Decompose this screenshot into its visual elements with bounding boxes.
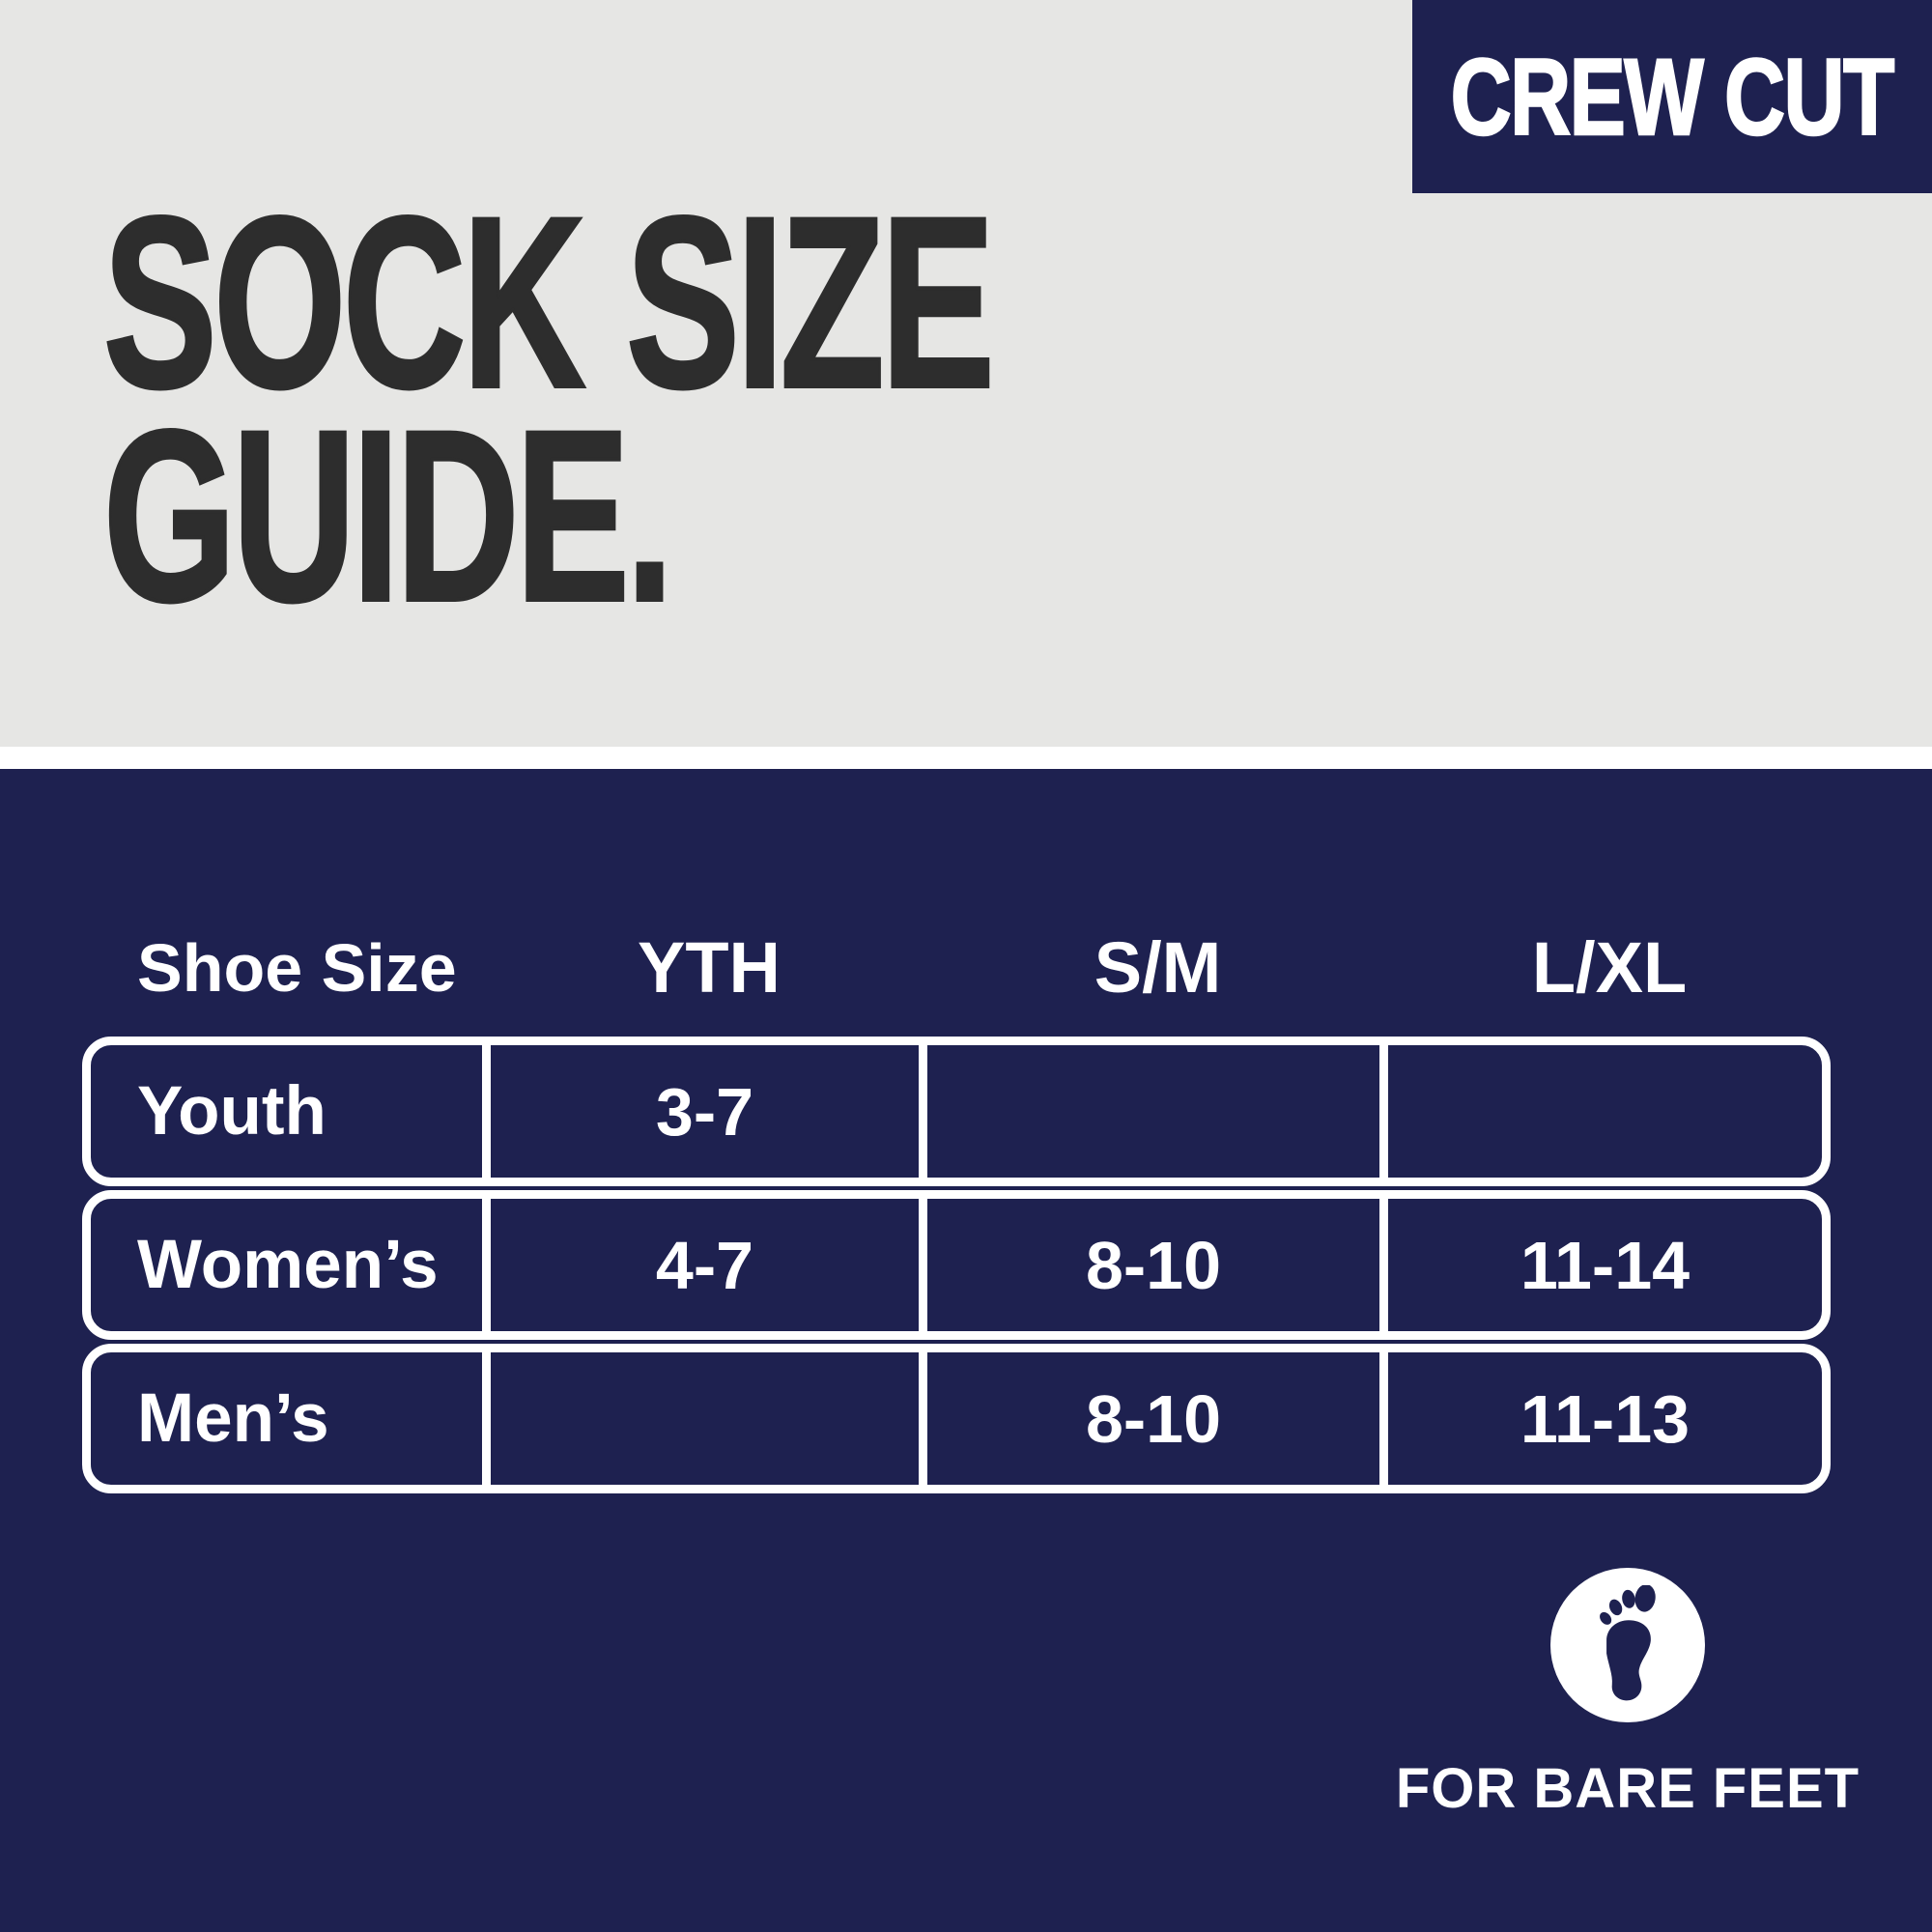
column-header-yth: YTH bbox=[638, 927, 781, 1008]
table-row-mens: Men’s 8-10 11-13 bbox=[82, 1344, 1831, 1493]
cell-youth-sm bbox=[927, 1045, 1388, 1178]
page-title-line2: GUIDE. bbox=[102, 381, 675, 652]
size-table-header: Shoe Size YTH S/M L/XL bbox=[82, 926, 1831, 1008]
table-row-youth: Youth 3-7 bbox=[82, 1037, 1831, 1186]
row-label-mens: Men’s bbox=[91, 1352, 491, 1485]
cell-womens-lxl: 11-14 bbox=[1520, 1227, 1690, 1303]
brand-logo bbox=[1550, 1568, 1705, 1722]
table-row-womens: Women’s 4-7 8-10 11-14 bbox=[82, 1190, 1831, 1340]
column-header-shoe-size: Shoe Size bbox=[137, 929, 457, 1006]
cell-womens-sm: 8-10 bbox=[927, 1199, 1388, 1331]
cell-youth-yth: 3-7 bbox=[491, 1045, 927, 1178]
crew-cut-badge-label: CREW CUT bbox=[1450, 35, 1896, 158]
cell-mens-sm: 8-10 bbox=[927, 1352, 1388, 1485]
cell-youth-lxl bbox=[1388, 1045, 1822, 1178]
cell-mens-lxl: 11-13 bbox=[1520, 1380, 1690, 1457]
cell-womens-yth: 4-7 bbox=[491, 1199, 927, 1331]
size-table: Youth 3-7 Women’s 4-7 8-10 11-14 Men’s 8… bbox=[82, 1037, 1831, 1497]
column-header-lxl: L/XL bbox=[1531, 927, 1688, 1008]
brand-name: FOR BARE FEET bbox=[1395, 1757, 1861, 1820]
footprint-icon bbox=[1600, 1585, 1656, 1701]
crew-cut-badge: CREW CUT bbox=[1412, 0, 1932, 193]
row-label-youth: Youth bbox=[91, 1045, 491, 1178]
column-header-sm: S/M bbox=[1094, 927, 1222, 1008]
cell-mens-yth bbox=[491, 1352, 927, 1485]
row-label-womens: Women’s bbox=[91, 1199, 491, 1331]
page-title-line1: SOCK SIZE bbox=[102, 167, 997, 439]
page-title: SOCK SIZE GUIDE. bbox=[102, 180, 997, 640]
